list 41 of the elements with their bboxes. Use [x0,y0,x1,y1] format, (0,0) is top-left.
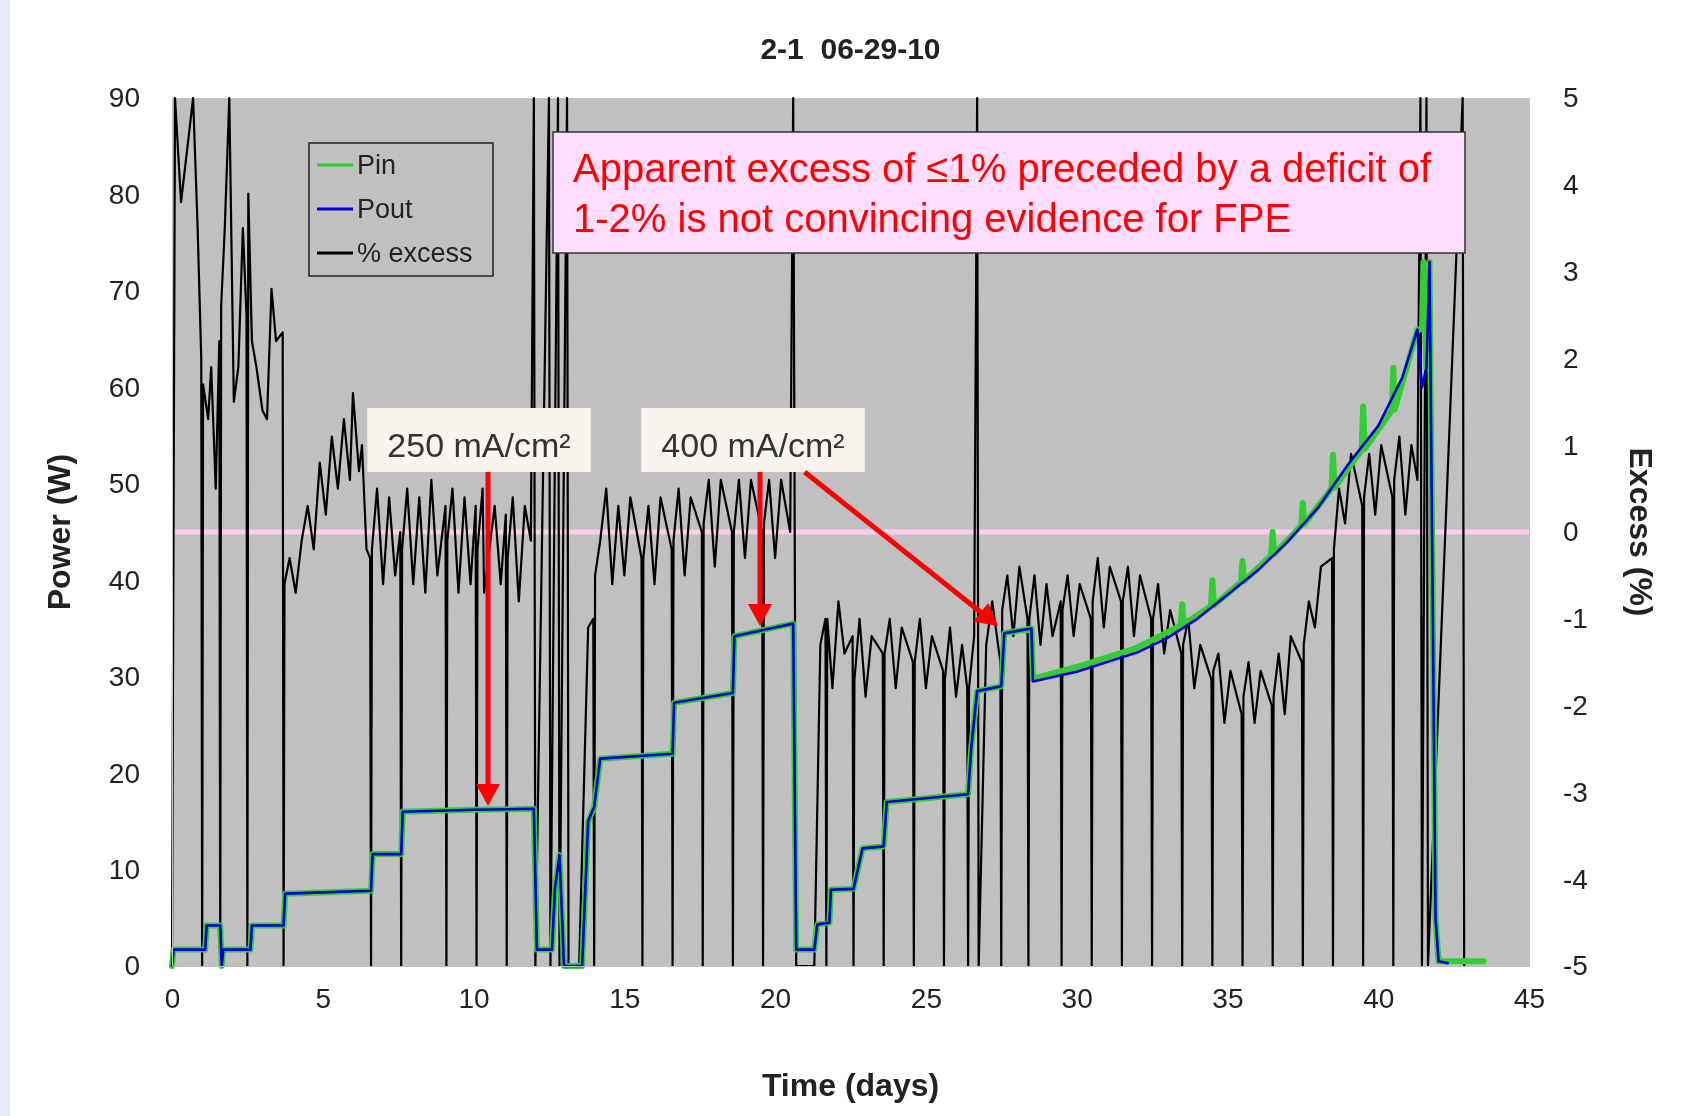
x-tick-label: 15 [609,982,641,1014]
y2-tick-label: 2 [1563,342,1579,374]
x-tick-label: 5 [315,982,332,1014]
y-tick-label: 40 [108,564,140,596]
y2-tick-label: -1 [1563,603,1588,635]
y2-tick-label: 4 [1563,169,1579,201]
legend-label: Pin [357,150,397,180]
x-tick-label: 30 [1061,982,1093,1014]
y2-tick-label: -4 [1563,863,1588,895]
legend-label: Pout [357,194,414,224]
x-tick-label: 45 [1513,982,1546,1014]
y2-tick-label: -2 [1563,690,1588,722]
annotation: Apparent excess of ≤1% preceded by a deficit of 1-2% is not convincing evidence for FPE [573,146,1432,240]
y-tick-label: 60 [108,371,140,403]
y2-tick-label: 5 [1563,82,1579,114]
x-tick-label: 10 [458,982,490,1014]
y-axis-title: Power (W) [41,453,77,611]
legend-label: % excess [357,238,473,268]
x-tick-label: 40 [1363,982,1395,1014]
annotation: 250 mA/cm² [387,426,571,464]
y2-tick-label: 3 [1563,256,1579,288]
y-tick-label: 10 [108,854,140,886]
y-tick-label: 90 [108,82,140,114]
y2-tick-label: -5 [1563,950,1588,982]
y-tick-label: 80 [108,178,140,210]
chart-title: 2-1 06-29-10 [760,32,941,65]
y-tick-label: 30 [108,661,140,693]
x-tick-label: 35 [1212,982,1244,1014]
y-tick-label: 50 [108,468,140,500]
y2-axis-title: Excess (%) [1623,447,1659,617]
x-tick-label: 25 [910,982,942,1014]
y2-tick-label: 0 [1563,516,1579,548]
x-tick-label: 0 [164,982,181,1014]
y-tick-label: 0 [124,950,140,982]
y2-tick-label: -3 [1563,776,1588,808]
annotation: 400 mA/cm² [661,426,845,464]
x-axis-title: Time (days) [761,1067,940,1103]
y2-tick-label: 1 [1563,429,1579,461]
y-tick-label: 20 [108,757,140,789]
x-tick-label: 20 [760,982,792,1014]
y-tick-label: 70 [108,275,140,307]
